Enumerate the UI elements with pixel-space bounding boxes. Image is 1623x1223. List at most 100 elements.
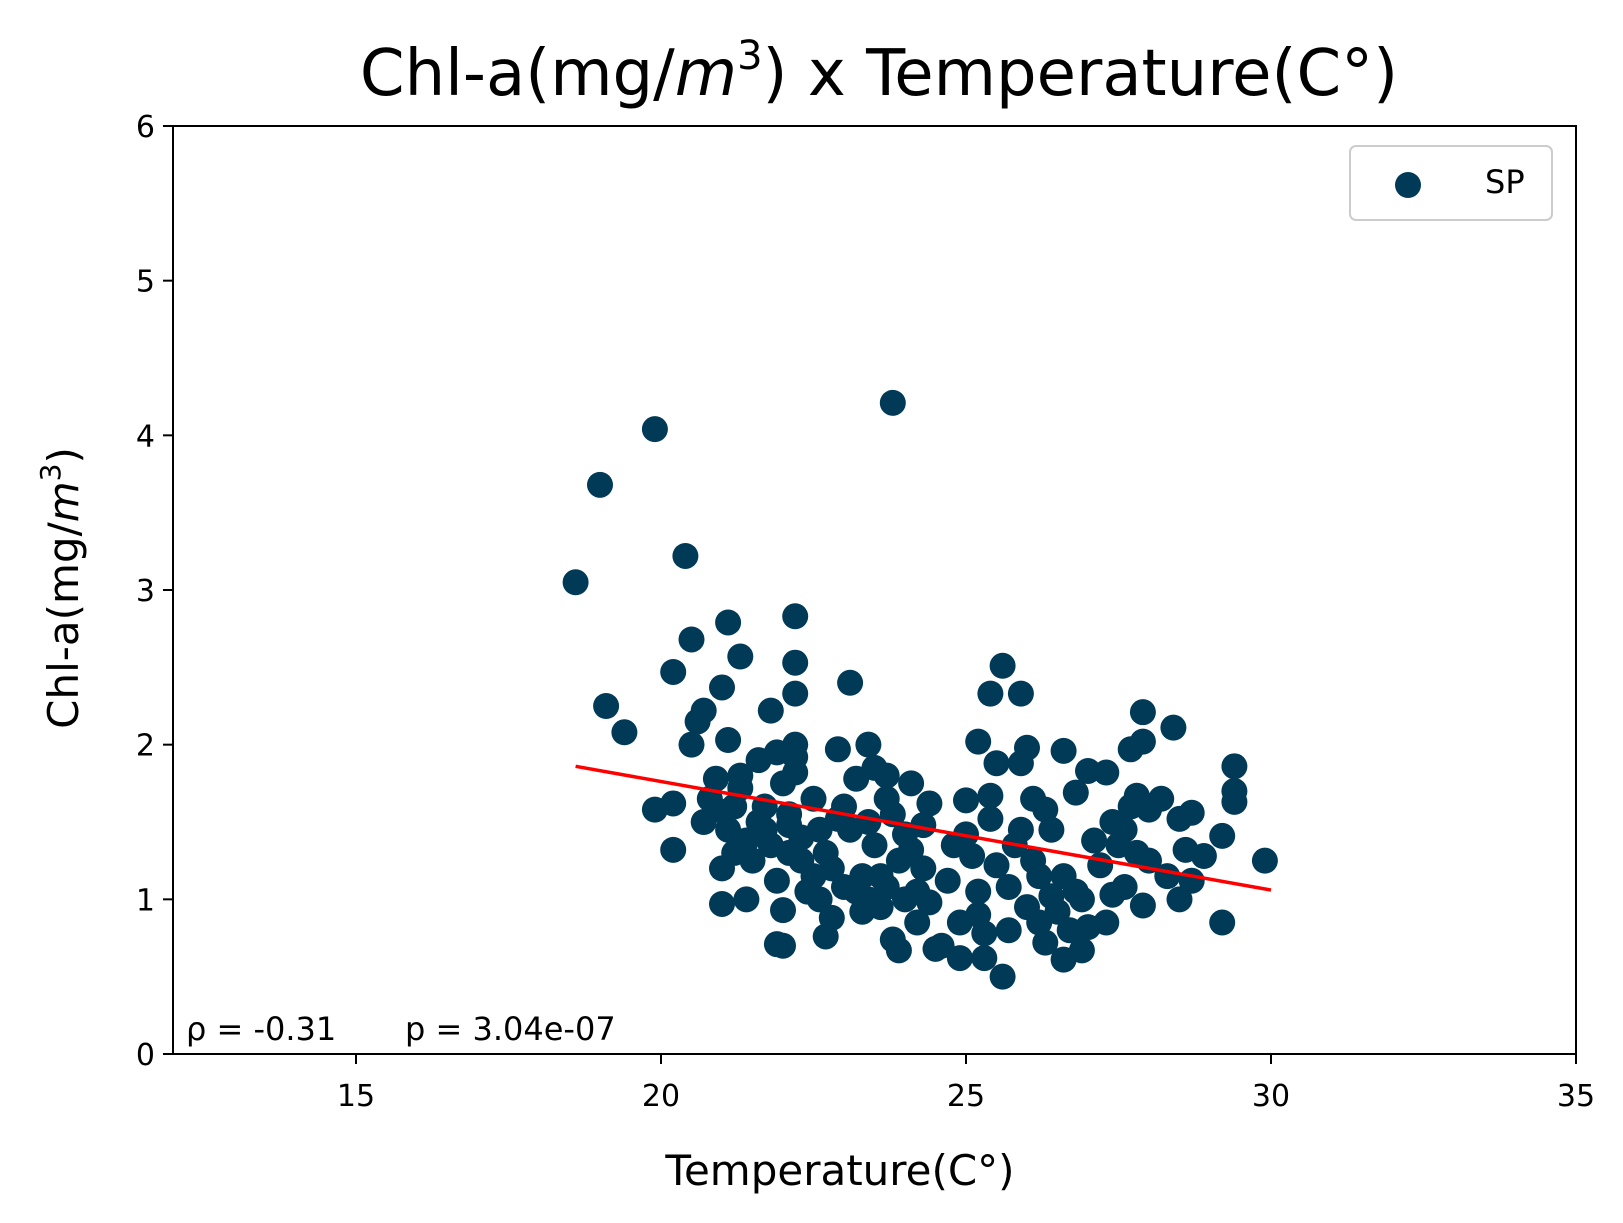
data-point — [672, 542, 699, 569]
data-point — [715, 727, 742, 754]
data-point — [965, 878, 992, 905]
data-point — [782, 603, 809, 630]
data-point — [971, 945, 998, 972]
data-point — [1068, 886, 1095, 913]
data-point — [928, 932, 955, 959]
data-point — [818, 855, 845, 882]
data-point — [782, 680, 809, 707]
data-point — [1081, 827, 1108, 854]
data-point — [995, 873, 1022, 900]
data-point — [715, 609, 742, 636]
regression-line — [575, 764, 1272, 892]
data-point — [1038, 816, 1065, 843]
y-tick-label: 4 — [136, 419, 155, 454]
data-point — [971, 920, 998, 947]
data-point — [733, 886, 760, 913]
data-point — [1178, 867, 1205, 894]
data-point — [873, 873, 900, 900]
data-point — [910, 812, 937, 839]
data-point — [849, 863, 876, 890]
rho-annotation: ρ = -0.31 — [186, 1010, 336, 1048]
data-point — [1026, 863, 1053, 890]
data-point — [678, 626, 705, 653]
data-point — [946, 945, 973, 972]
data-point — [1148, 785, 1175, 812]
data-point — [709, 674, 735, 701]
data-point — [867, 894, 894, 921]
data-point — [916, 790, 943, 817]
data-point — [989, 652, 1016, 679]
data-point — [1050, 737, 1077, 764]
data-point — [739, 847, 766, 874]
data-point — [983, 750, 1010, 777]
data-point — [855, 731, 882, 758]
data-point — [763, 867, 790, 894]
x-tick-label: 15 — [337, 1079, 375, 1114]
data-point — [593, 693, 620, 719]
data-point — [995, 917, 1022, 944]
y-tick-label: 2 — [136, 729, 155, 764]
data-point — [702, 765, 729, 792]
data-point — [1032, 796, 1059, 823]
data-point — [879, 389, 906, 416]
data-point — [885, 937, 912, 964]
data-point — [690, 697, 717, 724]
data-point — [1221, 788, 1248, 815]
data-point — [824, 736, 851, 763]
data-point — [806, 886, 833, 913]
data-point — [800, 785, 827, 812]
data-point — [904, 909, 931, 936]
x-axis-ticks: 15 20 25 30 35 — [337, 1054, 1595, 1114]
data-point — [977, 680, 1004, 707]
data-point — [861, 832, 888, 859]
data-point — [1093, 759, 1120, 786]
data-point — [977, 805, 1004, 832]
chart-title-prefix: Chl-a(mg/ — [360, 37, 675, 111]
data-point — [770, 897, 796, 924]
data-point — [782, 744, 809, 771]
x-tick-label: 30 — [1252, 1079, 1290, 1114]
legend-marker — [1395, 172, 1421, 198]
data-point — [916, 889, 943, 916]
data-point — [1111, 873, 1138, 900]
chart-title-suffix: ) x Temperature(C°) — [763, 37, 1399, 111]
data-point — [1221, 753, 1248, 780]
chart-title-sup: 3 — [737, 33, 762, 79]
data-points — [562, 389, 1278, 990]
y-axis-ticks: 0 1 2 3 4 5 6 — [136, 110, 173, 1073]
data-point — [1178, 799, 1205, 826]
data-point — [1093, 909, 1120, 936]
data-point — [1007, 680, 1034, 707]
data-point — [1129, 728, 1156, 755]
data-point — [587, 471, 613, 498]
data-point — [709, 890, 735, 917]
data-point — [782, 649, 809, 676]
data-point — [898, 836, 925, 863]
data-point — [562, 569, 589, 596]
data-point — [1160, 714, 1187, 741]
data-point — [1062, 779, 1089, 806]
data-point — [1068, 937, 1095, 964]
data-point — [660, 658, 687, 685]
chart-title: Chl-a(mg/m3) x Temperature(C°) — [360, 33, 1398, 111]
data-point — [757, 697, 784, 724]
y-axis-label: Chl-a(mg/m3) — [34, 447, 88, 729]
data-point — [965, 728, 992, 755]
data-point — [660, 836, 687, 863]
data-point — [1032, 929, 1059, 956]
y-tick-label: 6 — [136, 110, 155, 145]
data-point — [983, 852, 1010, 879]
x-tick-label: 20 — [642, 1079, 680, 1114]
data-point — [1129, 892, 1156, 919]
data-point — [1129, 699, 1156, 726]
data-point — [1209, 909, 1236, 936]
y-axis-label-var: m — [39, 481, 88, 522]
y-tick-label: 0 — [136, 1038, 155, 1073]
data-point — [818, 904, 845, 931]
data-point — [1044, 898, 1071, 925]
y-tick-label: 1 — [136, 883, 155, 918]
data-point — [1251, 847, 1278, 874]
data-point — [770, 932, 796, 959]
data-point — [898, 770, 925, 797]
